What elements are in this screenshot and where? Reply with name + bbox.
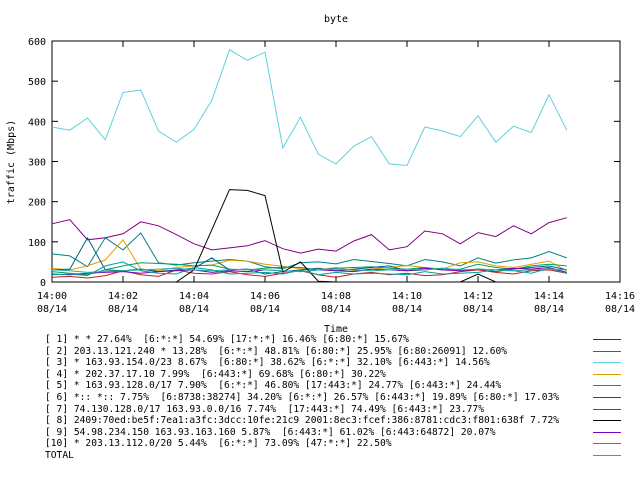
legend-label: [ 9] 54.98.234.150 163.93.163.160 5.87% …	[45, 426, 496, 438]
legend-swatch	[593, 339, 621, 340]
legend-label: TOTAL	[45, 449, 74, 461]
legend-swatch	[593, 408, 621, 410]
y-tick-label: 300	[28, 158, 46, 169]
legend-swatch	[593, 385, 621, 387]
legend-label: [ 6] *:: *:: 7.75% [6:8738:38274] 34.20%…	[45, 391, 560, 403]
x-tick-label-date: 08/14	[392, 304, 422, 315]
legend-entry: [ 1] * * 27.64% [6:*:*] 54.69% [17:*:*] …	[0, 334, 640, 346]
x-tick-label-time: 14:14	[534, 291, 564, 302]
legend-swatch	[593, 443, 621, 445]
legend-entry: [ 8] 2409:70ed:be5f:7ea1:a3fc:3dcc:10fe:…	[0, 415, 640, 427]
x-tick-label-date: 08/14	[534, 304, 564, 315]
legend-swatch	[593, 420, 621, 422]
legend: [ 1] * * 27.64% [6:*:*] 54.69% [17:*:*] …	[0, 334, 640, 462]
series-line-2	[51, 232, 567, 270]
legend-label: [10] * 203.13.112.0/20 5.44% [6:*:*] 73.…	[45, 438, 392, 450]
x-tick-label-date: 08/14	[37, 304, 67, 315]
series-line-11	[51, 267, 567, 273]
legend-entry: [ 5] * 163.93.128.0/17 7.90% [6:*:*] 46.…	[0, 380, 640, 392]
legend-label: [ 8] 2409:70ed:be5f:7ea1:a3fc:3dcc:10fe:…	[45, 415, 560, 427]
series-line-1	[51, 217, 567, 254]
legend-label: [ 4] * 202.37.17.10 7.99% [6:443:*] 69.6…	[45, 368, 386, 380]
y-tick-label: 0	[40, 278, 46, 289]
x-tick-label-date: 08/14	[463, 304, 493, 315]
legend-swatch	[593, 396, 621, 398]
x-tick-label-time: 14:16	[605, 291, 635, 302]
legend-entry: [ 7] 74.130.128.0/17 163.93.0.0/16 7.74%…	[0, 404, 640, 416]
x-tick-label-date: 08/14	[179, 304, 209, 315]
legend-swatch	[593, 431, 621, 433]
x-tick-label-date: 08/14	[321, 304, 351, 315]
x-axis-label: Time	[324, 324, 348, 335]
legend-entry: [ 6] *:: *:: 7.75% [6:8738:38274] 34.20%…	[0, 392, 640, 404]
legend-label: [ 2] 203.13.121.240 * 13.28% [6:*:*] 48.…	[45, 345, 508, 357]
y-axis-label: traffic (Mbps)	[6, 120, 17, 204]
x-tick-label-time: 14:08	[321, 291, 351, 302]
y-tick-label: 200	[28, 198, 46, 209]
legend-entry: [ 9] 54.98.234.150 163.93.163.160 5.87% …	[0, 427, 640, 439]
legend-label: [ 5] * 163.93.128.0/17 7.90% [6:*:*] 46.…	[45, 380, 502, 392]
legend-label: [ 3] * 163.93.154.0/23 8.67% [6:80:*] 38…	[45, 357, 490, 369]
y-tick-label: 500	[28, 77, 46, 88]
legend-swatch	[593, 350, 621, 352]
legend-swatch	[593, 373, 621, 375]
y-tick-label: 100	[28, 238, 46, 249]
x-tick-label-time: 14:10	[392, 291, 422, 302]
series-line-10	[51, 261, 567, 277]
legend-entry: [ 3] * 163.93.154.0/23 8.67% [6:80:*] 38…	[0, 357, 640, 369]
legend-entry: [ 2] 203.13.121.240 * 13.28% [6:*:*] 48.…	[0, 346, 640, 358]
x-tick-label-date: 08/14	[108, 304, 138, 315]
legend-swatch	[593, 362, 621, 364]
y-tick-label: 600	[28, 37, 46, 48]
legend-label: [ 1] * * 27.64% [6:*:*] 54.69% [17:*:*] …	[45, 334, 409, 345]
y-axis-ticks: 0 100 200 300 400 500 600	[28, 37, 620, 289]
series-line-8	[52, 189, 567, 283]
x-tick-label-time: 14:04	[179, 291, 209, 302]
x-tick-label-date: 08/14	[605, 304, 635, 315]
legend-label: [ 7] 74.130.128.0/17 163.93.0.0/16 7.74%…	[45, 403, 484, 415]
y-tick-label: 400	[28, 117, 46, 128]
x-tick-label-date: 08/14	[250, 304, 280, 315]
legend-swatch	[593, 454, 621, 456]
series-lines	[51, 49, 568, 283]
x-tick-label-time: 14:06	[250, 291, 280, 302]
plot-frame	[51, 40, 621, 283]
legend-entry: [10] * 203.13.112.0/20 5.44% [6:*:*] 73.…	[0, 438, 640, 450]
x-axis-ticks: 14:00 08/14 14:02 08/14 14:04 08/14 14:06 08/14…	[37, 41, 635, 315]
x-tick-label-time: 14:12	[463, 291, 493, 302]
legend-entry: [ 4] * 202.37.17.10 7.99% [6:443:*] 69.6…	[0, 369, 640, 381]
series-line-3	[51, 49, 568, 167]
x-tick-label-time: 14:00	[37, 291, 67, 302]
x-tick-label-time: 14:02	[108, 291, 138, 302]
legend-entry: TOTAL	[0, 450, 640, 462]
chart-title: byte	[324, 14, 348, 25]
